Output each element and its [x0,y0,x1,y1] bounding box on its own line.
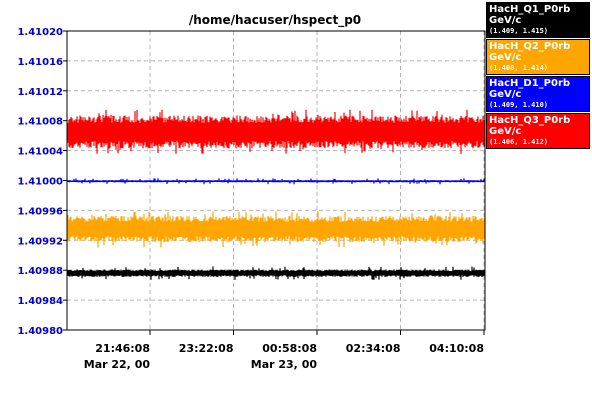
series-line [67,223,485,235]
chart-title: /home/hacuser/hspect_p0 [189,13,361,28]
legend: HacH_Q1_P0rb GeV/c (1.409, 1.415) HacH_Q… [486,2,590,150]
legend-item-q3[interactable]: HacH_Q3_P0rb GeV/c (1.406, 1.412) [486,113,590,149]
x-axis: 21:46:08 Mar 22, 00 23:22:08 00:58:08 Mar 23… [84,330,485,371]
x-tick-date: Mar 22, 00 [84,358,151,371]
legend-series-name: HacH_Q3_P0rb [489,115,571,126]
x-tick-time: 02:34:08 [346,342,401,355]
series-trace [67,211,485,248]
x-tick-time: 23:22:08 [179,342,234,355]
y-axis: 1.40980 1.40984 1.40988 1.40992 1.40996 1.410… [17,27,67,337]
legend-series-range: (1.409, 1.410) [489,101,549,109]
x-tick-time: 00:58:08 [262,342,317,355]
series-trace [67,266,485,280]
y-tick-label: 1.40980 [17,326,63,337]
legend-series-unit: GeV/c [489,15,522,26]
series-trace [67,109,485,154]
legend-series-name: HacH_D1_P0rb [489,78,571,89]
y-tick-label: 1.40984 [17,296,63,307]
legend-series-name: HacH_Q1_P0rb [489,4,571,15]
legend-series-name: HacH_Q2_P0rb [489,41,571,52]
series-line [67,271,485,275]
legend-series-unit: GeV/c [489,126,522,137]
series-trace [67,178,485,185]
series-line [67,125,485,139]
legend-item-d1[interactable]: HacH_D1_P0rb GeV/c (1.409, 1.410) [486,76,590,112]
series-line [67,180,485,183]
x-tick-time: 21:46:08 [95,342,150,355]
x-tick-date: Mar 23, 00 [251,358,318,371]
y-tick-label: 1.41000 [17,177,63,188]
legend-series-range: (1.408, 1.414) [489,64,549,72]
y-tick-label: 1.40996 [17,206,63,217]
legend-series-unit: GeV/c [489,52,522,63]
legend-series-unit: GeV/c [489,89,522,100]
legend-series-range: (1.406, 1.412) [489,138,549,146]
y-tick-label: 1.41016 [17,57,63,68]
y-tick-label: 1.41020 [17,27,63,38]
y-tick-label: 1.41008 [17,117,63,128]
legend-item-q2[interactable]: HacH_Q2_P0rb GeV/c (1.408, 1.414) [486,39,590,75]
x-tick-time: 04:10:08 [429,342,484,355]
y-tick-label: 1.40988 [17,266,63,277]
y-tick-label: 1.40992 [17,236,63,247]
data-traces [67,109,485,280]
legend-item-q1[interactable]: HacH_Q1_P0rb GeV/c (1.409, 1.415) [486,2,590,38]
y-tick-label: 1.41012 [17,87,63,98]
y-tick-label: 1.41004 [17,147,63,158]
legend-series-range: (1.409, 1.415) [489,27,549,35]
